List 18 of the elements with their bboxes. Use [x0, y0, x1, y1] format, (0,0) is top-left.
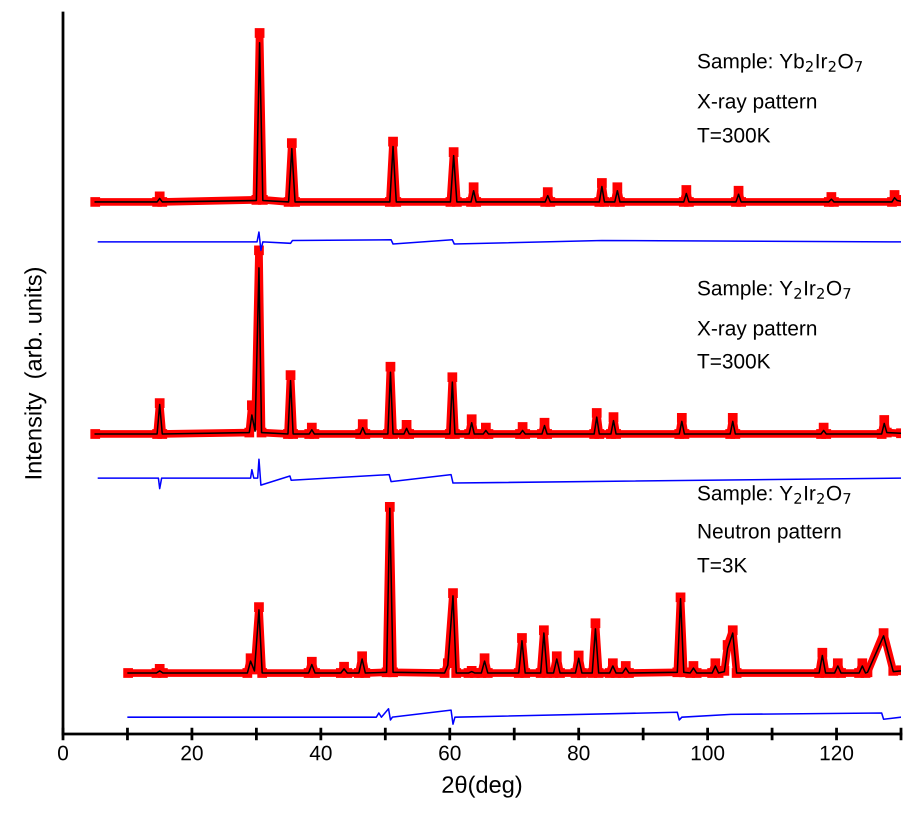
annotation: T=300K — [697, 128, 770, 143]
x-tick-label: 80 — [568, 746, 590, 760]
annotation: Sample: Y$_{2}$Ir$_{2}$O$_{7}$ — [698, 485, 850, 505]
y-axis-title: Intensity (arb. units) — [24, 268, 46, 478]
x-axis-title: 2θ(deg) — [442, 776, 522, 798]
x-tick-label: 60 — [439, 746, 461, 760]
x-tick-label: 40 — [310, 746, 332, 760]
annotation: X-ray pattern — [697, 94, 816, 113]
annotation: Sample: Y$_{2}$Ir$_{2}$O$_{7}$ — [698, 280, 850, 300]
x-tick-label: 0 — [58, 746, 68, 760]
annotation: Sample: Yb$_{2}$Ir$_{2}$O$_{7}$ — [698, 53, 862, 73]
x-tick-label: 120 — [820, 746, 854, 760]
annotation: T=300K — [697, 354, 770, 369]
annotation: Neutron pattern — [698, 524, 840, 543]
x-tick-label: 100 — [692, 746, 724, 760]
annotation: T=3K — [697, 558, 748, 573]
x-tick-label: 20 — [181, 746, 203, 760]
annotation: X-ray pattern — [697, 321, 816, 340]
